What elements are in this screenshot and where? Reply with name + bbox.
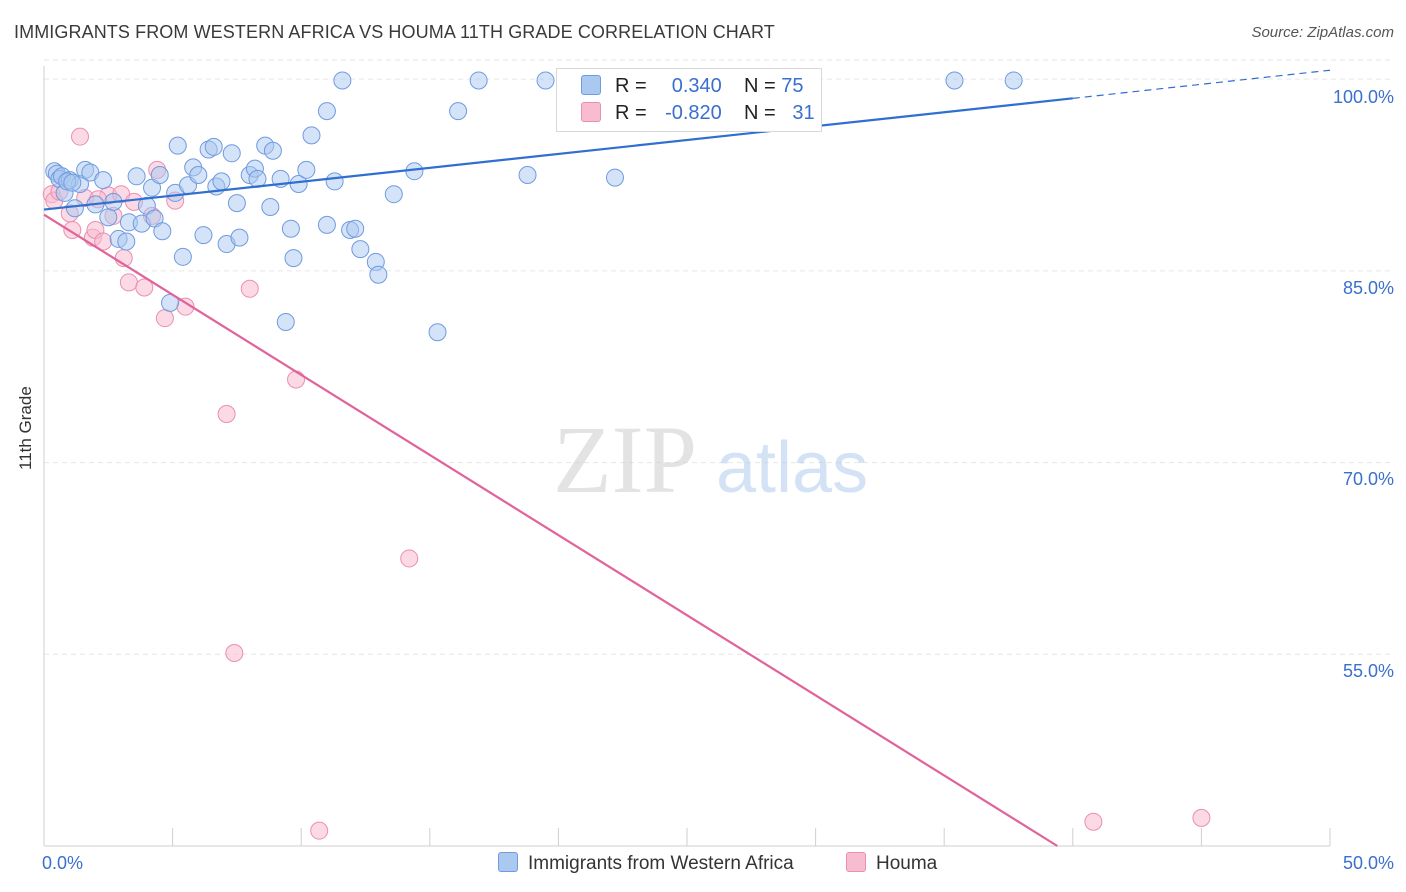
chart-title: IMMIGRANTS FROM WESTERN AFRICA VS HOUMA … [14,22,775,42]
western-africa-point [150,166,169,185]
correlation-legend: R = 0.340 N = 75 R = -0.820 N = 31 [556,68,822,132]
n-value: 75 [781,75,804,97]
watermark-atlas: atlas [716,428,868,508]
western-africa-point [302,126,321,145]
western-africa-trend-line [43,97,1073,211]
r-value: 0.340 [671,75,722,97]
pink-swatch [846,852,866,872]
western-africa-point [65,199,84,218]
x-tick-label-0: 0.0% [42,853,84,873]
western-africa-points [45,71,1023,342]
western-africa-point [222,144,241,163]
western-africa-point [94,171,113,190]
y-tick-label-100: 100.0% [1332,87,1394,107]
houma-point [287,370,306,389]
western-africa-point [333,71,352,90]
western-africa-point [99,208,118,227]
western-africa-point [536,71,555,90]
legend-label: Houma [876,853,938,874]
watermark-zip: ZIP [553,406,697,513]
houma-point [1192,808,1211,827]
y-tick-label-85: 85.0% [1342,278,1394,298]
pink-swatch [581,102,601,122]
r-label: R = [615,102,647,124]
western-africa-point [168,136,187,155]
western-africa-point [469,71,488,90]
houma-point [119,273,138,292]
houma-point [1084,812,1103,831]
houma-point [310,821,329,840]
legend-item-western-africa: Immigrants from Western Africa [498,852,794,875]
western-africa-point [227,194,246,213]
western-africa-point [230,228,249,247]
western-africa-point [204,137,223,156]
western-africa-point [189,166,208,185]
legend-row-western-africa: R = 0.340 N = 75 [581,75,804,101]
western-africa-point [346,219,365,238]
western-africa-point [63,173,82,192]
western-africa-point [369,265,388,284]
western-africa-point [449,102,468,121]
western-africa-point [351,240,370,259]
western-africa-point [212,172,231,191]
western-africa-point [945,71,964,90]
western-africa-point [428,323,447,342]
western-africa-point [518,166,537,185]
western-africa-point [127,167,146,186]
western-africa-point [276,313,295,331]
y-tick-label-70: 70.0% [1342,469,1394,489]
legend-row-houma: R = -0.820 N = 31 [581,102,815,128]
western-africa-point [384,185,403,204]
houma-point [71,127,90,146]
western-africa-point [117,232,136,251]
western-africa-point [281,219,300,238]
n-label: N = [744,75,776,97]
houma-point [240,279,259,298]
trend-lines [43,69,1331,847]
western-africa-point [263,141,282,160]
western-africa-trend-extension [1072,69,1331,99]
houma-point [155,309,174,328]
legend-item-houma: Houma [846,852,937,875]
western-africa-point [153,222,172,241]
x-tick-label-50: 50.0% [1342,853,1394,873]
r-label: R = [615,75,647,97]
n-value: 31 [792,102,815,124]
blue-swatch [498,852,518,872]
chart-source: Source: ZipAtlas.com [1251,24,1394,41]
blue-swatch [581,75,601,95]
western-africa-point [261,197,280,216]
n-label: N = [744,102,776,124]
houma-point [135,278,154,297]
western-africa-point [325,172,344,191]
legend-label: Immigrants from Western Africa [528,853,794,874]
houma-trend-line [43,213,1058,847]
grid-lines [44,59,1390,655]
r-value: -0.820 [665,102,722,124]
houma-point [225,644,244,663]
y-tick-label-55: 55.0% [1342,661,1394,681]
western-africa-point [284,249,303,268]
western-africa-point [194,226,213,245]
western-africa-point [297,160,316,179]
western-africa-point [1004,71,1023,90]
western-africa-point [317,102,336,121]
houma-point [217,405,236,424]
western-africa-point [173,247,192,266]
western-africa-point [605,168,624,187]
western-africa-point [317,215,336,234]
houma-point [400,549,419,568]
